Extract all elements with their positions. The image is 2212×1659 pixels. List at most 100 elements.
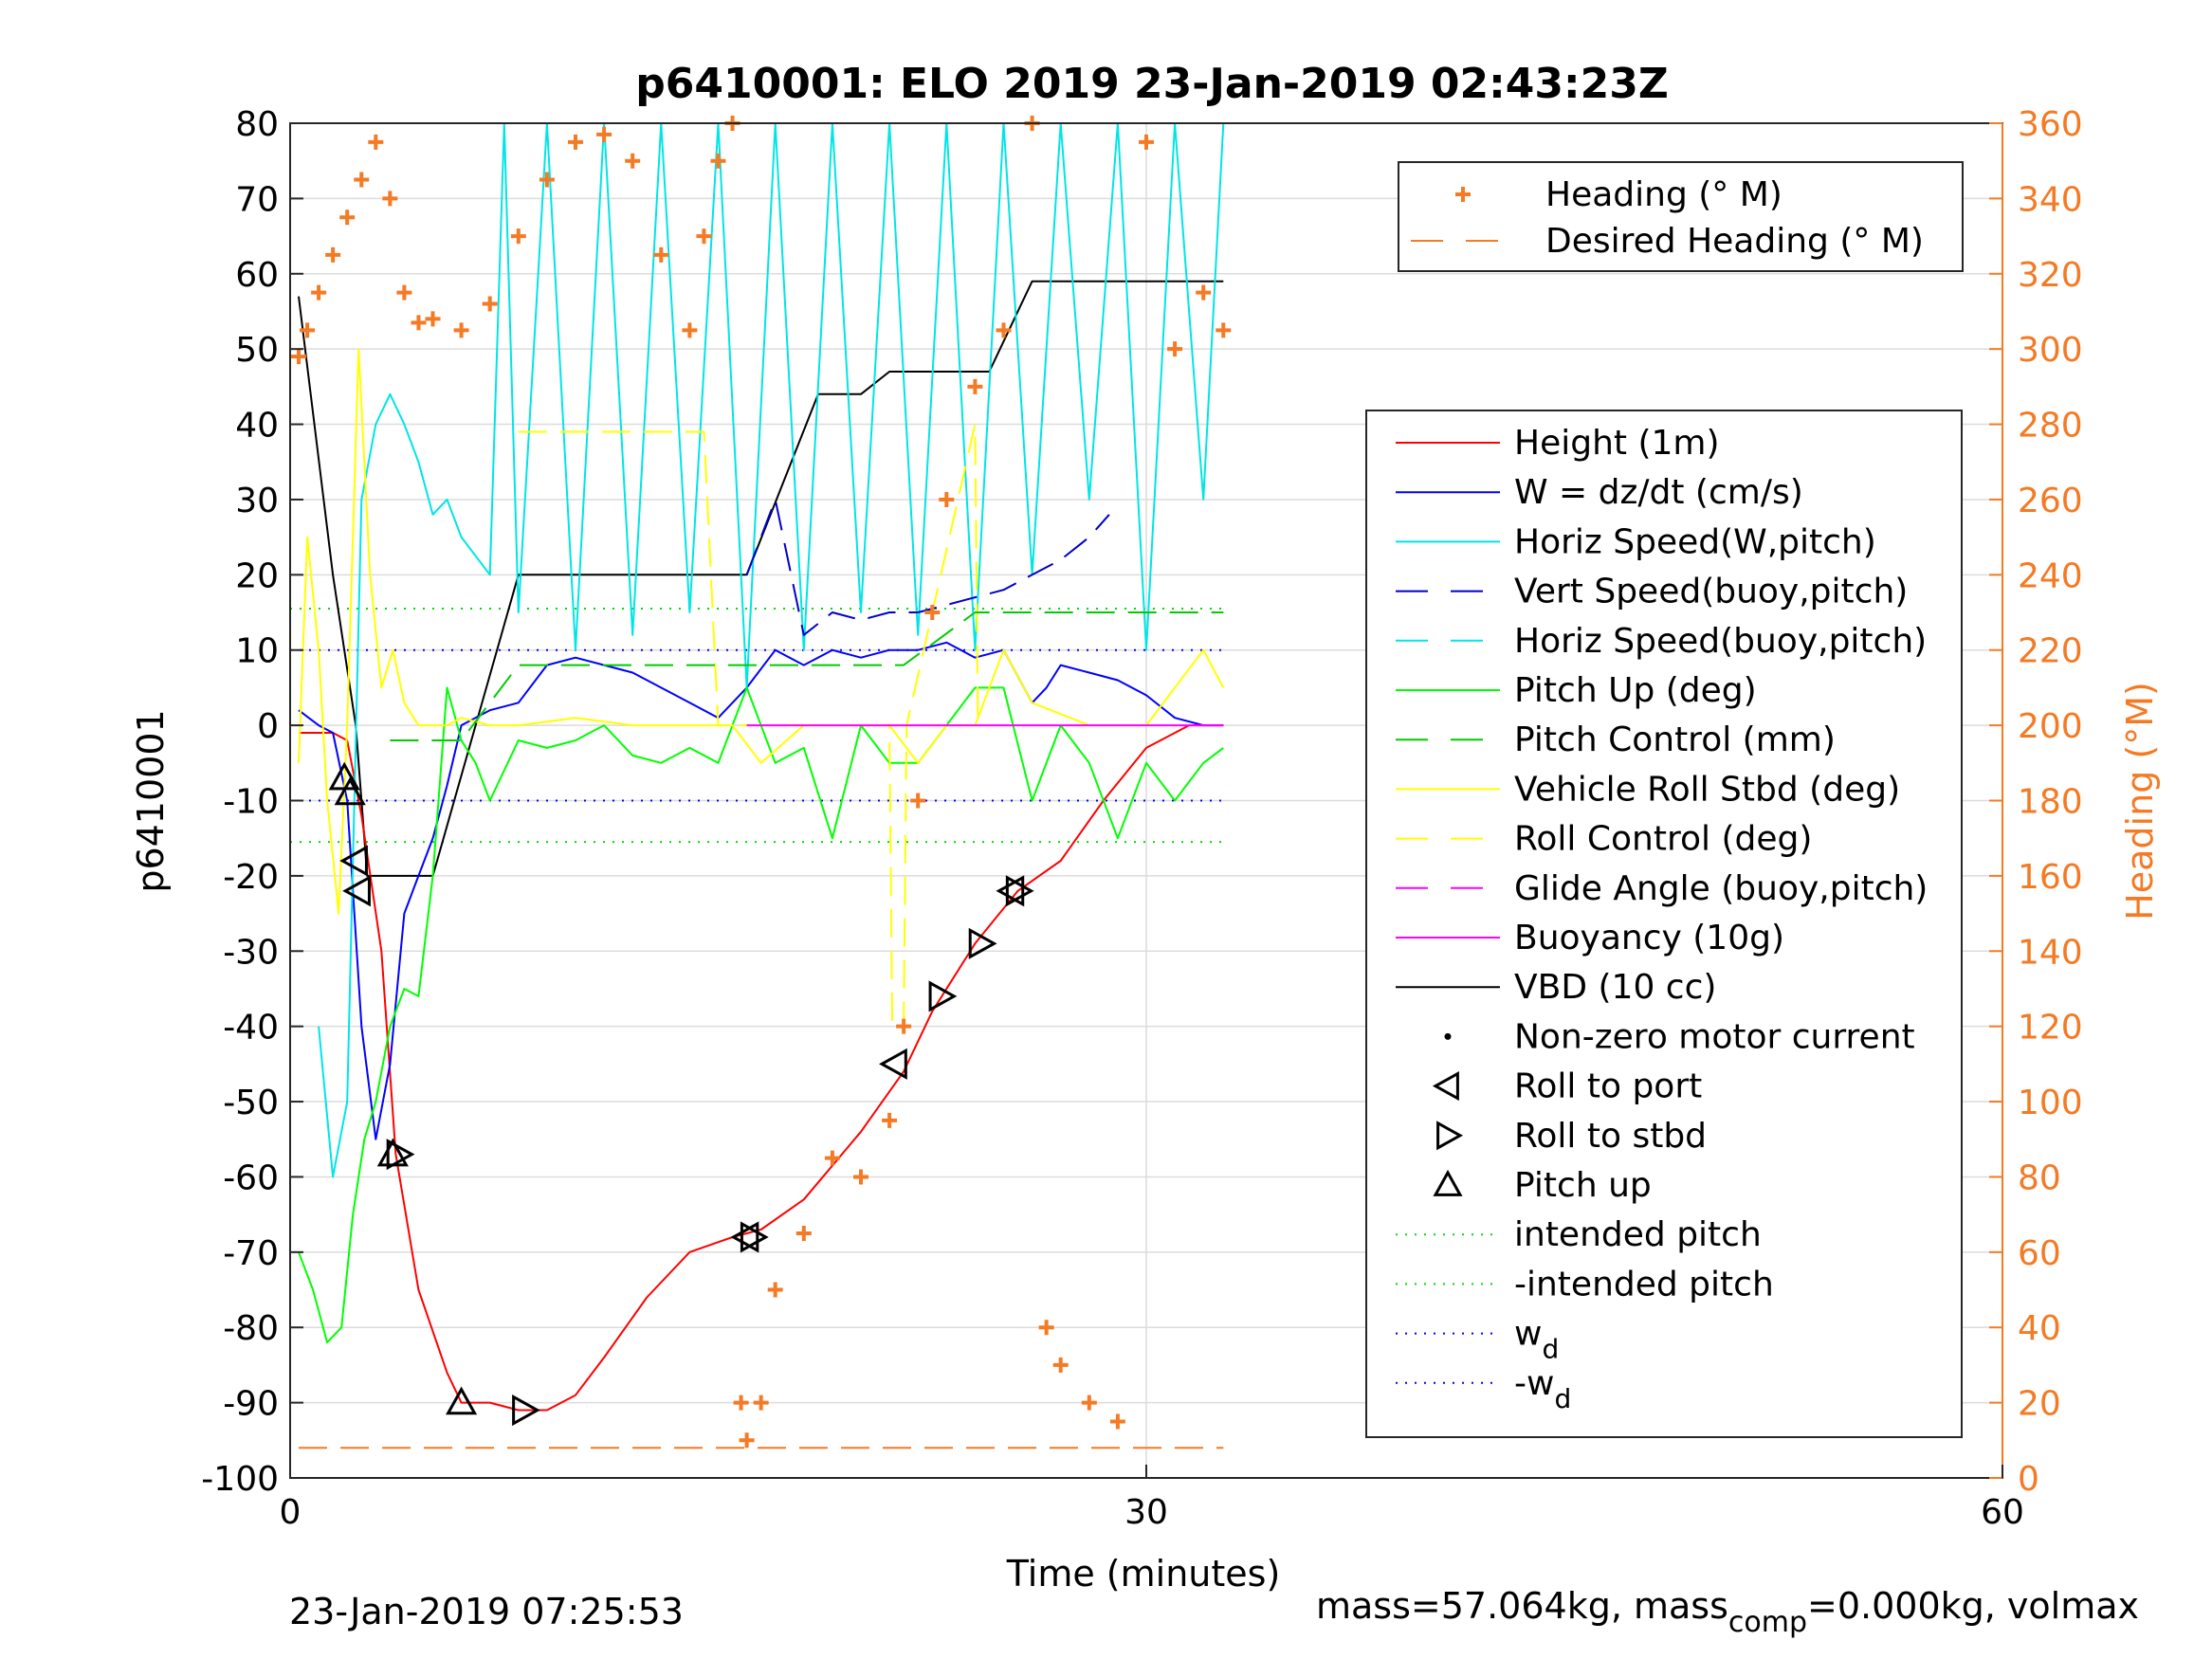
heading-point xyxy=(453,322,469,338)
legend-main: Height (1m) W = dz/dt (cm/s) Horiz Speed(W… xyxy=(1365,410,1963,1438)
legend-label-text: -intended pitch xyxy=(1514,1265,1774,1304)
footer-mass-sub: comp xyxy=(1728,1606,1807,1639)
roll-port-marker xyxy=(730,1221,759,1253)
heading-point xyxy=(682,322,698,338)
series-height-1m xyxy=(299,724,1224,1412)
y-tick-label-left: -40 xyxy=(223,1009,279,1048)
roll-stbd-marker xyxy=(386,1139,415,1171)
heading-point xyxy=(1109,1413,1125,1430)
legend-label: Horiz Speed(buoy,pitch) xyxy=(1514,622,1927,661)
y-tick-label-right: 20 xyxy=(2018,1385,2061,1424)
y-tick-label-right: 100 xyxy=(2018,1084,2083,1122)
footer-mass-a: mass=57.064kg, mass xyxy=(1316,1585,1728,1627)
heading-point xyxy=(967,378,983,394)
legend-label: -intended pitch xyxy=(1514,1265,1774,1304)
legend-label-text: Roll to port xyxy=(1514,1067,1702,1106)
legend-label-text: W = dz/dt (cm/s) xyxy=(1514,473,1803,512)
y-tick-label-right: 120 xyxy=(2018,1009,2083,1048)
heading-point xyxy=(300,322,316,338)
heading-point xyxy=(896,1018,912,1034)
y-tick-label-right: 40 xyxy=(2018,1309,2061,1348)
series-w-dz-dt-cm-s xyxy=(298,641,1224,1140)
legend-swatch xyxy=(1436,1121,1464,1151)
legend-label: Roll Control (deg) xyxy=(1514,820,1812,859)
legend-label: Horiz Speed(W,pitch) xyxy=(1514,522,1876,561)
legend-label-text: Non-zero motor current xyxy=(1514,1017,1915,1056)
y-tick-label-left: -10 xyxy=(223,783,279,822)
heading-point xyxy=(996,322,1012,338)
heading-point xyxy=(291,349,307,365)
y-tick-label-right: 320 xyxy=(2018,256,2083,295)
legend-label-sub: d xyxy=(1542,1334,1559,1365)
roll-port-marker xyxy=(339,845,368,877)
heading-point xyxy=(596,126,612,142)
y-tick-label-right: 60 xyxy=(2018,1234,2061,1273)
roll-stbd-marker xyxy=(740,1221,769,1253)
y-tick-label-right: 220 xyxy=(2018,632,2083,671)
heading-point xyxy=(733,1395,749,1411)
y-axis-label-right: Heading (°M) xyxy=(2119,682,2161,921)
pitch-up-marker xyxy=(334,776,366,806)
legend-main-box xyxy=(1365,410,1963,1438)
y-tick-label-right: 280 xyxy=(2018,407,2083,446)
y-tick-label-right: 300 xyxy=(2018,331,2083,370)
x-axis-label: Time (minutes) xyxy=(1006,1553,1281,1595)
heading-point xyxy=(824,1150,840,1166)
legend-label-text: Pitch Control (mm) xyxy=(1514,720,1836,759)
series-vehicle-roll-stbd-deg xyxy=(298,348,1225,915)
legend-label: W = dz/dt (cm/s) xyxy=(1514,473,1803,512)
legend-label: Vehicle Roll Stbd (deg) xyxy=(1514,770,1900,809)
legend-label: Pitch Control (mm) xyxy=(1514,720,1836,759)
heading-point xyxy=(354,172,370,188)
series-horiz-speed-w-pitch xyxy=(318,122,1225,1178)
heading-point xyxy=(568,134,583,150)
y-tick-label-left: -60 xyxy=(223,1158,279,1197)
legend-label-text: Desired Heading (° M) xyxy=(1545,222,1924,261)
heading-point xyxy=(939,491,955,507)
y-tick-label-left: 70 xyxy=(235,180,279,219)
y-tick-label-right: 160 xyxy=(2018,858,2083,897)
y-tick-label-right: 140 xyxy=(2018,933,2083,972)
y-tick-label-left: -80 xyxy=(223,1309,279,1348)
legend-label-text: intended pitch xyxy=(1514,1215,1762,1254)
heading-point xyxy=(339,210,356,226)
heading-point xyxy=(510,228,526,245)
heading-point xyxy=(853,1169,868,1185)
legend-label-text: -w xyxy=(1514,1364,1554,1403)
series-layer xyxy=(290,116,1232,1449)
y-tick-label-right: 360 xyxy=(2018,105,2083,144)
heading-point xyxy=(739,1432,755,1449)
legend-top-box xyxy=(1398,161,1964,272)
y-tick-label-left: -20 xyxy=(223,858,279,897)
y-tick-label-left: -50 xyxy=(223,1084,279,1122)
heading-point xyxy=(1081,1395,1097,1411)
heading-point xyxy=(1052,1357,1069,1373)
legend-swatch xyxy=(1432,1071,1459,1102)
legend-label-text: w xyxy=(1514,1315,1542,1354)
roll-port-marker xyxy=(996,875,1025,907)
legend-label-text: Heading (° M) xyxy=(1545,175,1782,214)
markers-layer xyxy=(328,761,1034,1427)
legend-label: Height (1m) xyxy=(1514,424,1720,463)
heading-point xyxy=(753,1395,769,1411)
legend-label: Desired Heading (° M) xyxy=(1545,222,1924,261)
y-tick-label-left: -30 xyxy=(223,933,279,972)
legend-label: Non-zero motor current xyxy=(1514,1017,1915,1056)
roll-port-marker xyxy=(879,1048,907,1080)
legend-label-text: Pitch up xyxy=(1514,1166,1652,1205)
legend-label: Glide Angle (buoy,pitch) xyxy=(1514,869,1928,908)
y-tick-label-right: 180 xyxy=(2018,783,2083,822)
legend-label-text: Glide Angle (buoy,pitch) xyxy=(1514,869,1928,908)
y-axis-label-left: p6410001 xyxy=(130,709,172,892)
legend-label: Roll to stbd xyxy=(1514,1117,1707,1156)
heading-point xyxy=(1038,1320,1054,1336)
heading-point xyxy=(795,1225,812,1241)
series-pitch-up-deg xyxy=(298,686,1224,1344)
y-tick-label-right: 200 xyxy=(2018,707,2083,746)
heading-point xyxy=(539,172,555,188)
x-tick-label: 0 xyxy=(280,1493,302,1532)
y-tick-label-left: 60 xyxy=(235,256,279,295)
legend-swatch xyxy=(1444,1032,1452,1040)
legend-label: wd xyxy=(1514,1315,1559,1365)
y-tick-label-right: 240 xyxy=(2018,556,2083,595)
